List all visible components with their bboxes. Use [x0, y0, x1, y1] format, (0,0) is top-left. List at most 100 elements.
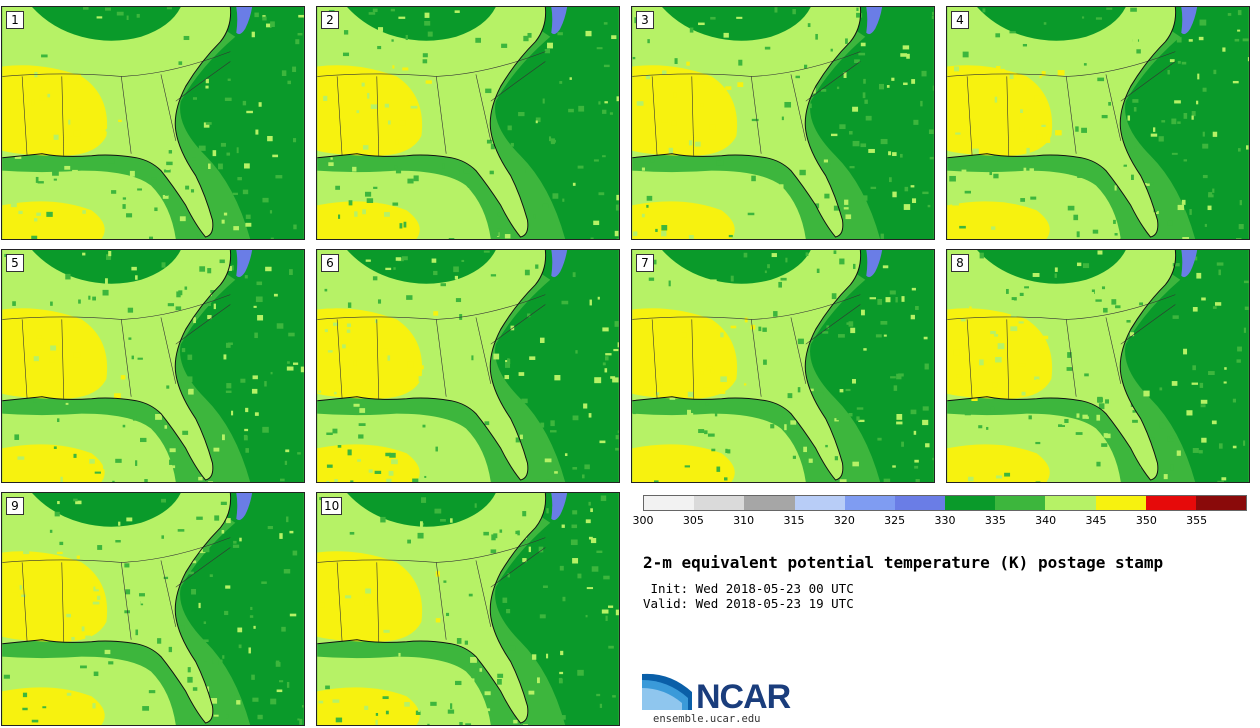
- field-speck: [137, 357, 143, 360]
- field-speck: [297, 32, 303, 36]
- field-speck: [1146, 183, 1150, 186]
- field-speck: [443, 580, 447, 583]
- field-speck: [428, 367, 435, 371]
- field-speck: [76, 74, 82, 81]
- field-speck: [225, 342, 231, 348]
- field-speck: [96, 595, 101, 600]
- field-speck: [20, 514, 25, 520]
- field-speck: [1054, 273, 1057, 278]
- field-speck: [1188, 39, 1193, 42]
- field-speck: [122, 695, 128, 701]
- field-speck: [572, 467, 578, 470]
- field-speck: [97, 545, 103, 550]
- atlantic-field: [810, 7, 934, 239]
- field-speck: [1105, 399, 1110, 404]
- field-speck: [474, 503, 477, 508]
- field-speck: [1211, 420, 1217, 425]
- field-speck: [1191, 111, 1196, 117]
- field-speck: [17, 99, 22, 104]
- atlantic-field: [495, 493, 619, 725]
- field-speck: [764, 46, 771, 50]
- field-speck: [812, 415, 815, 419]
- field-speck: [605, 615, 608, 621]
- field-speck: [59, 541, 64, 546]
- field-speck: [504, 17, 507, 23]
- field-speck: [227, 78, 231, 81]
- field-speck: [333, 322, 339, 326]
- member-number-label: 8: [951, 254, 969, 272]
- field-speck: [324, 288, 328, 292]
- field-speck: [1058, 96, 1061, 102]
- field-speck: [995, 65, 1001, 70]
- state-border: [475, 560, 492, 627]
- field-speck: [1140, 463, 1146, 468]
- field-speck: [450, 703, 453, 709]
- field-speck: [632, 412, 637, 415]
- field-speck: [161, 498, 166, 503]
- field-speck: [785, 257, 788, 263]
- field-speck: [550, 420, 555, 427]
- field-speck: [471, 355, 474, 361]
- field-speck: [169, 459, 174, 465]
- field-speck: [212, 466, 218, 469]
- field-speck: [683, 306, 689, 311]
- field-speck: [849, 131, 853, 135]
- field-speck: [593, 220, 600, 226]
- field-speck: [900, 53, 908, 57]
- field-speck: [497, 678, 502, 685]
- field-speck: [1189, 209, 1192, 215]
- field-speck: [1218, 443, 1223, 449]
- field-speck: [1141, 292, 1149, 297]
- colorbar-segment: [644, 496, 695, 510]
- state-border: [490, 547, 546, 588]
- field-speck: [604, 101, 608, 104]
- field-speck: [318, 700, 324, 704]
- field-speck: [1199, 19, 1207, 26]
- field-speck: [1202, 131, 1205, 137]
- field-speck: [421, 365, 424, 370]
- field-speck: [439, 672, 447, 679]
- field-speck: [83, 7, 89, 10]
- field-speck: [395, 167, 402, 174]
- field-speck: [344, 595, 352, 599]
- low-thetae-patch: [1181, 250, 1198, 278]
- field-speck: [199, 266, 206, 272]
- low-thetae-patch: [236, 250, 253, 278]
- field-speck: [1192, 365, 1196, 371]
- field-speck: [387, 120, 391, 125]
- field-speck: [233, 540, 237, 544]
- field-speck: [14, 155, 22, 159]
- field-speck: [39, 95, 47, 101]
- field-speck: [1117, 386, 1120, 390]
- field-speck: [544, 49, 550, 54]
- field-speck: [450, 685, 455, 691]
- field-speck: [1064, 418, 1069, 424]
- field-speck: [858, 52, 866, 56]
- field-speck: [561, 524, 565, 528]
- field-speck: [135, 629, 139, 636]
- field-speck: [929, 156, 934, 160]
- field-speck: [198, 145, 206, 151]
- field-speck: [400, 155, 403, 159]
- coastline: [632, 7, 862, 238]
- field-speck: [344, 659, 349, 663]
- field-speck: [257, 714, 263, 720]
- field-speck: [367, 92, 370, 99]
- field-speck: [1167, 220, 1173, 226]
- field-speck: [6, 108, 11, 114]
- colorbar-segment: [1045, 496, 1096, 510]
- field-speck: [603, 22, 608, 25]
- field-speck: [611, 35, 617, 40]
- field-speck: [568, 108, 574, 113]
- field-speck: [910, 314, 915, 320]
- field-speck: [799, 169, 806, 176]
- state-border: [2, 294, 231, 320]
- field-speck: [1191, 115, 1194, 120]
- field-speck: [641, 167, 645, 171]
- member-panel-3: 3: [631, 6, 935, 240]
- field-speck: [657, 300, 663, 303]
- state-border: [160, 560, 177, 627]
- field-speck: [880, 233, 884, 239]
- field-speck: [594, 377, 602, 384]
- field-speck: [805, 252, 809, 257]
